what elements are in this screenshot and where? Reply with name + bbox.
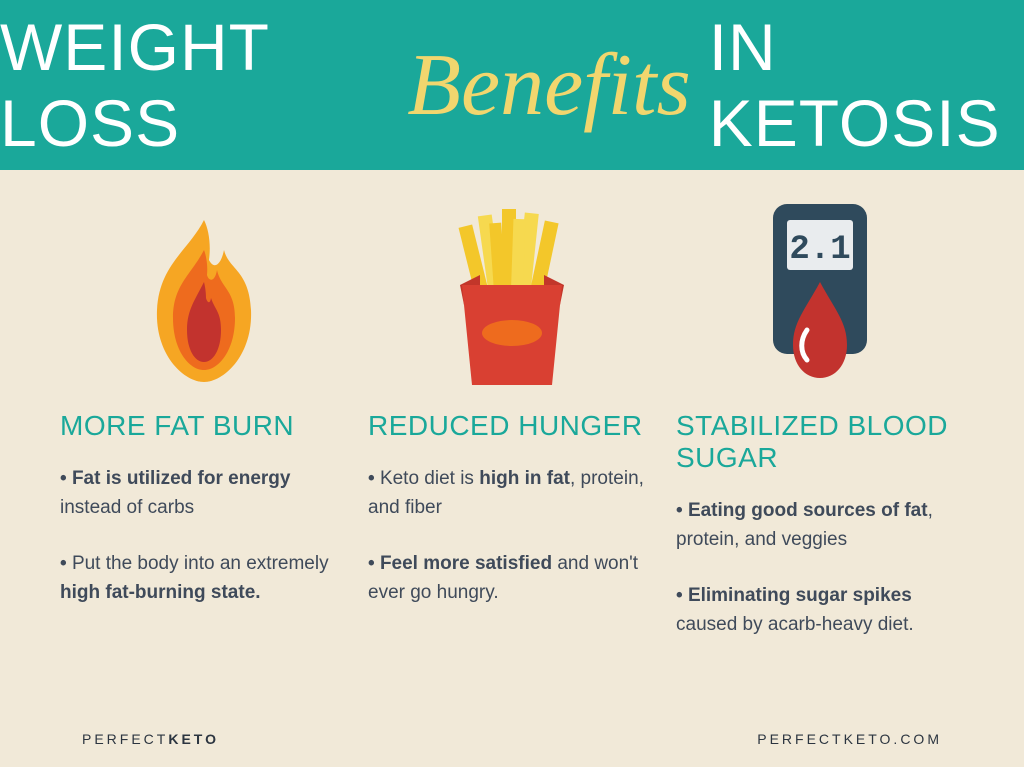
bullet-text: instead of carbs (60, 497, 194, 518)
bullet-text: high in fat (479, 468, 570, 489)
header-word-1: WEIGHT LOSS (0, 9, 389, 161)
bullet-item: Eliminating sugar spikes caused by acarb… (676, 581, 964, 640)
bullet-item: Eating good sources of fat, protein, and… (676, 496, 964, 555)
bullet-item: Keto diet is high in fat, protein, and f… (368, 464, 656, 523)
bullet-item: Fat is utilized for energy instead of ca… (60, 464, 348, 523)
flame-icon (60, 190, 348, 410)
column-title-blood-sugar: STABILIZED BLOOD SUGAR (676, 410, 964, 474)
bullet-item: Feel more satisfied and won't ever go hu… (368, 549, 656, 608)
bullet-list-2: Eating good sources of fat, protein, and… (676, 496, 964, 666)
footer-logo-light: PERFECT (82, 731, 168, 747)
bullet-text: high fat-burning state. (60, 582, 261, 603)
header-banner: WEIGHT LOSS Benefits IN KETOSIS (0, 0, 1024, 170)
footer-url: PERFECTKETO.COM (757, 731, 942, 747)
bullet-text: Put the body into an extremely (72, 553, 329, 574)
bullet-text: Eliminating sugar spikes (688, 585, 912, 606)
bullet-list-1: Keto diet is high in fat, protein, and f… (368, 464, 656, 634)
bullet-list-0: Fat is utilized for energy instead of ca… (60, 464, 348, 634)
svg-text:2.1: 2.1 (789, 231, 850, 269)
content-area: MORE FAT BURN Fat is utilized for energy… (0, 170, 1024, 767)
header-script-word: Benefits (407, 35, 690, 136)
columns-row: MORE FAT BURN Fat is utilized for energy… (60, 190, 964, 723)
footer: PERFECTKETO PERFECTKETO.COM (60, 723, 964, 767)
bullet-text: Eating good sources of fat (688, 500, 928, 521)
bullet-text: Feel more satisfied (380, 553, 552, 574)
glucometer-icon: 2.1 (676, 190, 964, 410)
bullet-text: Fat is utilized for energy (72, 468, 291, 489)
column-reduced-hunger: REDUCED HUNGER Keto diet is high in fat,… (368, 190, 656, 723)
fries-icon (368, 190, 656, 410)
bullet-text: Keto diet is (380, 468, 479, 489)
column-fat-burn: MORE FAT BURN Fat is utilized for energy… (60, 190, 348, 723)
header-word-2: IN KETOSIS (709, 9, 1024, 161)
bullet-text: caused by acarb-heavy diet. (676, 614, 914, 635)
footer-logo-bold: KETO (168, 731, 219, 747)
column-blood-sugar: 2.1 STABILIZED BLOOD SUGAR Eating good s… (676, 190, 964, 723)
infographic-page: WEIGHT LOSS Benefits IN KETOSIS MORE FAT… (0, 0, 1024, 767)
column-title-hunger: REDUCED HUNGER (368, 410, 656, 442)
column-title-fat-burn: MORE FAT BURN (60, 410, 348, 442)
bullet-item: Put the body into an extremely high fat-… (60, 549, 348, 608)
footer-logo: PERFECTKETO (82, 731, 219, 747)
